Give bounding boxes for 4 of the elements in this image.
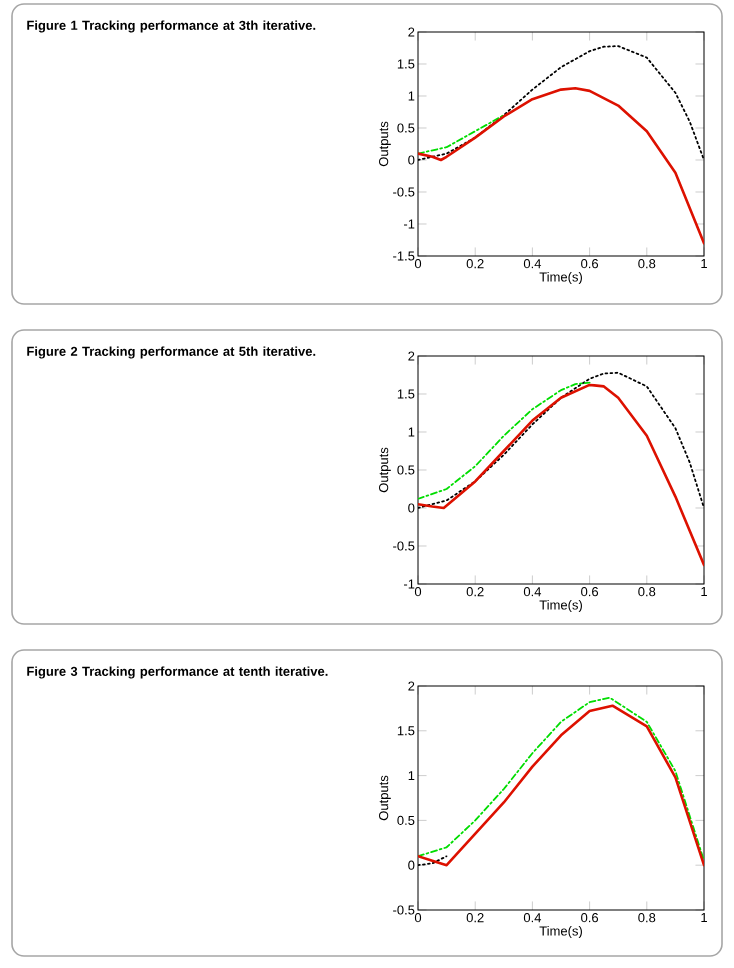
- line-series: [418, 114, 505, 155]
- line-series: [418, 383, 704, 567]
- line-series: [418, 381, 591, 500]
- line-series: [418, 87, 704, 245]
